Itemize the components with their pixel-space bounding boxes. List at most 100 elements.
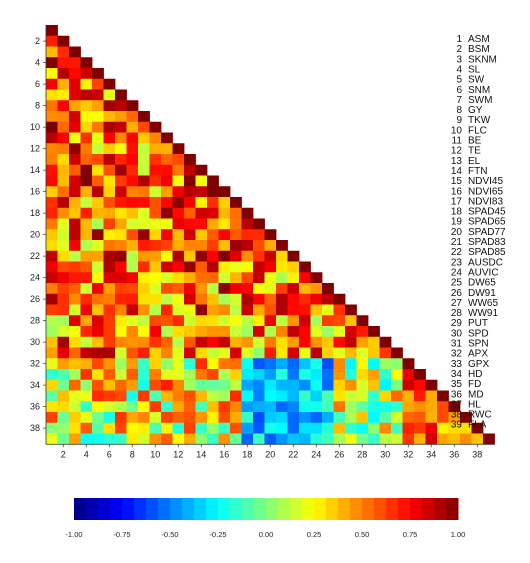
heatmap-cell — [115, 379, 127, 391]
heatmap-cell — [299, 358, 311, 370]
heatmap-cell — [241, 412, 254, 424]
heatmap-cell — [448, 422, 461, 434]
x-axis: 2 4 6 8 10 12 14 16 18 20 22 24 26 28 30 32 34 36 38 — [46, 443, 495, 459]
heatmap-cell — [69, 412, 81, 424]
heatmap-cell — [253, 433, 265, 445]
legend-index: 14 — [451, 166, 463, 177]
colorbar-swatch — [158, 498, 171, 520]
heatmap-cell — [402, 412, 415, 424]
heatmap-cell — [333, 336, 346, 348]
heatmap-cell — [161, 218, 173, 230]
heatmap-cell — [207, 358, 219, 370]
heatmap-cell — [80, 390, 93, 402]
heatmap-cell — [92, 283, 104, 295]
heatmap-cell — [92, 111, 104, 123]
heatmap-cell — [69, 154, 81, 166]
heatmap-cell — [207, 412, 219, 424]
heatmap-cell — [46, 46, 58, 58]
heatmap-cell — [126, 369, 139, 381]
heatmap-cell — [46, 390, 58, 402]
heatmap-cell — [195, 358, 208, 370]
heatmap-cell — [46, 304, 58, 316]
heatmap-cell — [276, 304, 288, 316]
heatmap-cell — [57, 422, 70, 434]
heatmap-cell — [126, 143, 139, 155]
heatmap-cell — [161, 293, 173, 305]
heatmap-cell — [103, 401, 116, 413]
heatmap-cell — [379, 433, 392, 445]
heatmap-cell — [115, 422, 127, 434]
legend-index: 34 — [451, 369, 463, 380]
heatmap-cell — [287, 304, 300, 316]
heatmap-cell — [207, 390, 219, 402]
heatmap-cell — [80, 197, 93, 209]
heatmap-cell — [138, 250, 150, 262]
heatmap-cell — [379, 336, 392, 348]
heatmap-cell — [92, 433, 104, 445]
heatmap-cell — [161, 336, 173, 348]
heatmap-cell — [207, 283, 219, 295]
legend-variable: WW65 — [468, 298, 498, 309]
heatmap-cell — [218, 347, 231, 359]
colorbar-swatch — [206, 498, 219, 520]
heatmap-cell — [310, 390, 323, 402]
heatmap-cell — [69, 89, 81, 101]
heatmap-cell — [80, 304, 93, 316]
heatmap-cell — [126, 272, 139, 284]
heatmap-cell — [46, 261, 58, 273]
heatmap-cell — [276, 379, 288, 391]
heatmap-cell — [80, 347, 93, 359]
heatmap-cell — [345, 379, 357, 391]
heatmap-cell — [172, 433, 185, 445]
heatmap-cell — [57, 78, 70, 90]
heatmap-cell — [195, 186, 208, 198]
heatmap-cell — [253, 379, 265, 391]
heatmap-cell — [207, 197, 219, 209]
heatmap-cell — [69, 68, 81, 80]
heatmap-cell — [115, 358, 127, 370]
colorbar-swatch — [422, 498, 435, 520]
colorbar-ticks: -1.00 -0.75 -0.50 -0.25 0.00 0.25 0.50 0.75 1.00 — [65, 530, 465, 539]
heatmap-cell — [333, 347, 346, 359]
heatmap-cell — [345, 304, 357, 316]
heatmap-cell — [264, 422, 277, 434]
heatmap-cell — [80, 68, 93, 80]
heatmap-cell — [253, 412, 265, 424]
heatmap-cell — [80, 57, 93, 69]
legend-variable: GPX — [468, 359, 489, 370]
heatmap-cell — [161, 272, 173, 284]
heatmap-cell — [69, 175, 81, 187]
heatmap-cell — [69, 369, 81, 381]
heatmap-cell — [138, 164, 150, 176]
heatmap-cell — [207, 186, 219, 198]
heatmap-cell — [356, 369, 369, 381]
x-tick-label: 2 — [61, 449, 66, 459]
heatmap-cell — [103, 229, 116, 241]
heatmap-cell — [230, 261, 242, 273]
heatmap-cell — [241, 261, 254, 273]
heatmap-cell — [172, 401, 185, 413]
heatmap-cell — [241, 250, 254, 262]
heatmap-cell — [195, 229, 208, 241]
heatmap-cell — [241, 369, 254, 381]
heatmap-cell — [333, 412, 346, 424]
heatmap-cell — [287, 422, 300, 434]
heatmap-cell — [471, 433, 484, 445]
heatmap-cell — [287, 401, 300, 413]
heatmap-cell — [276, 336, 288, 348]
colorbar-swatch — [434, 498, 447, 520]
legend-variable: SPN — [468, 339, 489, 350]
heatmap-cell — [195, 293, 208, 305]
heatmap-cell — [184, 250, 196, 262]
heatmap-cell — [80, 401, 93, 413]
heatmap-cell — [69, 326, 81, 338]
heatmap-cell — [287, 315, 300, 327]
y-tick-label: 10 — [30, 122, 40, 132]
heatmap-cell — [253, 401, 265, 413]
heatmap-cell — [103, 422, 116, 434]
heatmap-cell — [57, 197, 70, 209]
heatmap-cell — [391, 401, 403, 413]
x-tick-label: 4 — [84, 449, 89, 459]
colorbar-tick-label: 0.25 — [307, 530, 322, 539]
